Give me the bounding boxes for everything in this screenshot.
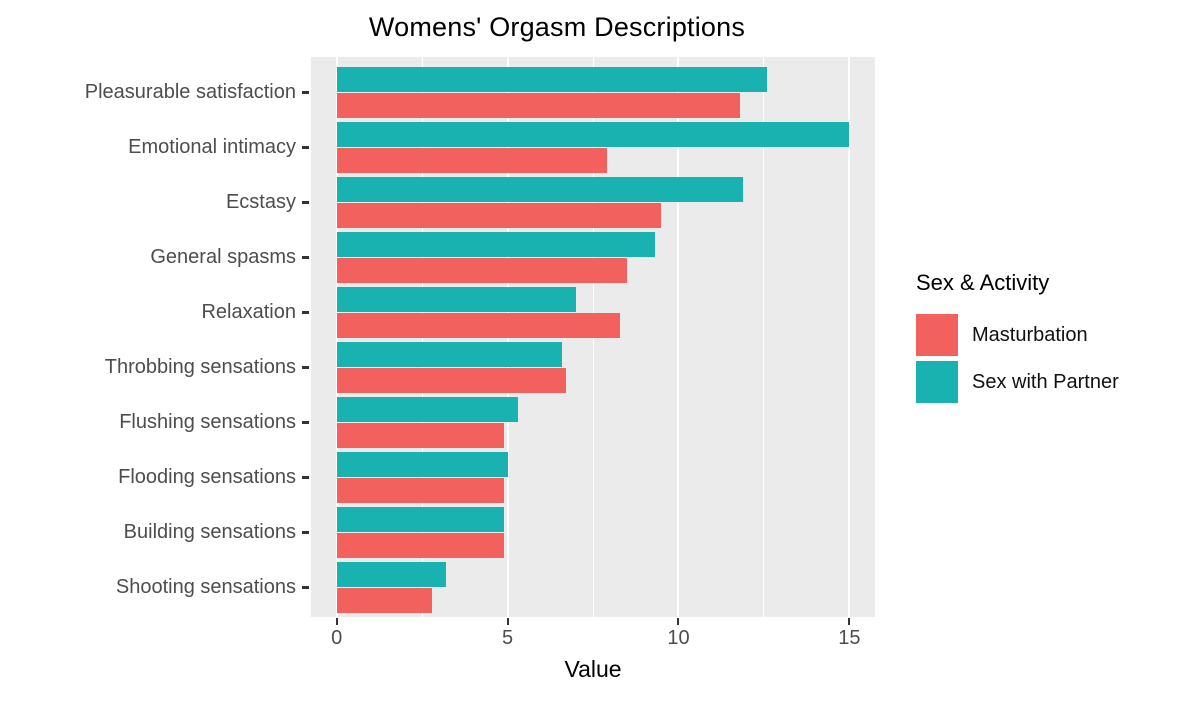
y-axis-label: Flooding sensations xyxy=(118,466,296,488)
y-tick-mark xyxy=(302,531,309,534)
bar-masturbation xyxy=(336,478,505,503)
bar-group xyxy=(311,175,875,230)
bar-sex-with-partner xyxy=(336,507,505,532)
x-tick-mark xyxy=(848,618,851,625)
legend-item: Sex with Partner xyxy=(916,361,1182,403)
bar-masturbation xyxy=(336,93,740,118)
legend: Sex & Activity Masturbation Sex with Part… xyxy=(916,270,1182,408)
y-axis-label: Building sensations xyxy=(123,521,296,543)
y-axis-label: Flushing sensations xyxy=(119,411,296,433)
bar-masturbation xyxy=(336,588,433,613)
y-tick-mark xyxy=(302,366,309,369)
bar-masturbation xyxy=(336,148,607,173)
gridline-major xyxy=(677,57,680,617)
bar-rows xyxy=(311,65,875,615)
legend-swatch-sex-with-partner xyxy=(916,361,958,403)
y-tick-mark xyxy=(302,146,309,149)
bar-sex-with-partner xyxy=(336,122,850,147)
bar-sex-with-partner xyxy=(336,342,563,367)
bar-masturbation xyxy=(336,423,505,448)
bar-masturbation xyxy=(336,368,566,393)
bar-masturbation xyxy=(336,258,628,283)
y-tick-mark xyxy=(302,201,309,204)
y-axis-label: Throbbing sensations xyxy=(104,356,296,378)
y-tick-mark xyxy=(302,476,309,479)
gridline-major xyxy=(848,57,851,617)
legend-swatch-masturbation xyxy=(916,314,958,356)
x-tick-mark xyxy=(506,618,509,625)
bar-group xyxy=(311,230,875,285)
bar-group xyxy=(311,120,875,175)
legend-title: Sex & Activity xyxy=(916,270,1050,295)
bar-group xyxy=(311,505,875,560)
y-tick-mark xyxy=(302,311,309,314)
legend-items: Masturbation Sex with Partner xyxy=(916,314,1182,403)
bar-masturbation xyxy=(336,533,505,558)
bar-masturbation xyxy=(336,203,662,228)
y-axis-label: Shooting sensations xyxy=(115,576,296,598)
y-tick-mark xyxy=(302,586,309,589)
bar-group xyxy=(311,560,875,615)
bar-sex-with-partner xyxy=(336,397,518,422)
bar-sex-with-partner xyxy=(336,562,446,587)
x-tick-label: 10 xyxy=(667,627,690,649)
x-axis-title: Value xyxy=(564,656,622,682)
y-axis-label: Emotional intimacy xyxy=(128,136,296,158)
x-tick-label: 5 xyxy=(501,627,514,649)
x-tick-mark xyxy=(677,618,680,625)
y-axis-label: Relaxation xyxy=(201,301,296,323)
y-tick-mark xyxy=(302,91,309,94)
y-tick-mark xyxy=(302,256,309,259)
bar-sex-with-partner xyxy=(336,287,576,312)
gridline-minor xyxy=(763,57,765,617)
bar-group xyxy=(311,395,875,450)
bar-sex-with-partner xyxy=(336,452,508,477)
chart-title: Womens' Orgasm Descriptions xyxy=(368,12,746,42)
y-axis-label: General spasms xyxy=(150,246,296,268)
x-tick-label: 15 xyxy=(838,627,861,649)
bar-masturbation xyxy=(336,313,621,338)
legend-item-label: Masturbation xyxy=(972,323,1088,346)
bar-group xyxy=(311,285,875,340)
x-tick-mark xyxy=(335,618,338,625)
bar-sex-with-partner xyxy=(336,67,768,92)
bar-group xyxy=(311,340,875,395)
x-tick-label: 0 xyxy=(331,627,343,649)
bar-group xyxy=(311,450,875,505)
y-axis-label: Pleasurable satisfaction xyxy=(84,81,296,103)
bar-sex-with-partner xyxy=(336,232,655,257)
y-tick-mark xyxy=(302,421,309,424)
bar-group xyxy=(311,65,875,120)
bar-sex-with-partner xyxy=(336,177,744,202)
y-axis-label: Ecstasy xyxy=(225,191,296,213)
plot-panel xyxy=(311,57,875,617)
legend-item: Masturbation xyxy=(916,314,1182,356)
legend-item-label: Sex with Partner xyxy=(972,370,1119,393)
